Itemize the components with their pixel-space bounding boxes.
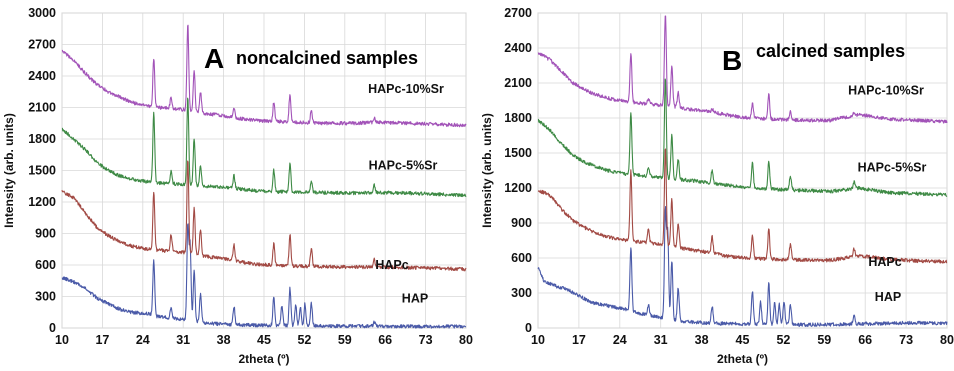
y-tick-label: 900 — [35, 227, 56, 241]
x-tick-label: 59 — [338, 333, 352, 347]
x-tick-label: 17 — [572, 333, 586, 347]
y-tick-label: 2700 — [28, 38, 56, 52]
series-line — [537, 205, 948, 327]
y-tick-label: 2400 — [504, 41, 532, 55]
x-tick-label: 45 — [257, 333, 271, 347]
panel-letter: A — [204, 43, 224, 74]
chart-panel-a: 0 300 600 900 1200 1500 1800 2100 2400 2700 3000 10… — [0, 0, 476, 371]
x-tick-label: 17 — [95, 333, 109, 347]
panel-letter: B — [722, 45, 742, 76]
y-tick-label: 2100 — [504, 76, 532, 90]
series-label: HAPc-10%Sr — [848, 84, 924, 98]
x-tick-label: 10 — [531, 333, 545, 347]
series-label: HAPc-5%Sr — [369, 158, 438, 172]
y-tick-label: 1500 — [504, 146, 532, 160]
y-tick-label: 2700 — [504, 6, 532, 20]
x-axis-label: 2theta (º) — [238, 352, 289, 366]
y-tick-label: 2400 — [28, 69, 56, 83]
x-tick-label: 52 — [776, 333, 790, 347]
y-tick-label: 1800 — [28, 132, 56, 146]
y-tick-label: 300 — [35, 290, 56, 304]
y-tick-label: 3000 — [28, 6, 56, 20]
y-tick-label: 600 — [511, 251, 532, 265]
y-tick-label: 1200 — [28, 195, 56, 209]
panel-title: calcined samples — [756, 41, 905, 61]
x-tick-label: 45 — [736, 333, 750, 347]
series-line — [61, 160, 467, 272]
series-label: HAPc — [375, 258, 408, 272]
series-label: HAP — [402, 291, 428, 305]
y-tick-label: 1200 — [504, 181, 532, 195]
series-line — [537, 15, 948, 124]
y-axis-label: Intensity (arb. units) — [480, 113, 494, 228]
x-tick-label: 24 — [613, 333, 627, 347]
x-tick-label: 73 — [419, 333, 433, 347]
y-tick-label: 2100 — [28, 101, 56, 115]
x-tick-label: 31 — [176, 333, 190, 347]
series-label: HAPc-10%Sr — [368, 82, 444, 96]
x-tick-label: 31 — [654, 333, 668, 347]
x-tick-label: 59 — [817, 333, 831, 347]
x-tick-label: 66 — [858, 333, 872, 347]
panel-title: noncalcined samples — [236, 48, 418, 68]
y-tick-label: 1800 — [504, 111, 532, 125]
series-line — [61, 223, 467, 329]
y-tick-label: 900 — [511, 216, 532, 230]
x-tick-label: 80 — [459, 333, 473, 347]
y-tick-label: 0 — [49, 321, 56, 335]
x-tick-label: 24 — [136, 333, 150, 347]
series-line — [537, 78, 948, 198]
series-label: HAPc-5%Sr — [858, 161, 927, 175]
y-tick-label: 0 — [525, 321, 532, 335]
y-tick-label: 600 — [35, 258, 56, 272]
xrd-chart-calcined: 0 300 600 900 1200 1500 1800 2100 2400 2700 10 17 24… — [480, 6, 954, 366]
y-tick-label: 1500 — [28, 164, 56, 178]
x-tick-label: 52 — [297, 333, 311, 347]
series-line — [537, 148, 948, 264]
x-tick-label: 38 — [217, 333, 231, 347]
series-label: HAP — [875, 290, 901, 304]
x-tick-label: 10 — [55, 333, 69, 347]
series-line — [61, 24, 467, 128]
xrd-chart-noncalcined: 0 300 600 900 1200 1500 1800 2100 2400 2700 3000 10… — [2, 6, 473, 366]
x-axis-label: 2theta (º) — [717, 352, 768, 366]
y-axis-label: Intensity (arb. units) — [2, 113, 16, 228]
series-line — [61, 97, 467, 198]
series-label: HAPc — [868, 255, 901, 269]
x-tick-label: 73 — [899, 333, 913, 347]
y-tick-label: 300 — [511, 286, 532, 300]
x-tick-label: 66 — [378, 333, 392, 347]
chart-panel-b: 0 300 600 900 1200 1500 1800 2100 2400 2700 10 17 24… — [478, 0, 954, 371]
x-tick-label: 38 — [695, 333, 709, 347]
x-tick-label: 80 — [940, 333, 954, 347]
